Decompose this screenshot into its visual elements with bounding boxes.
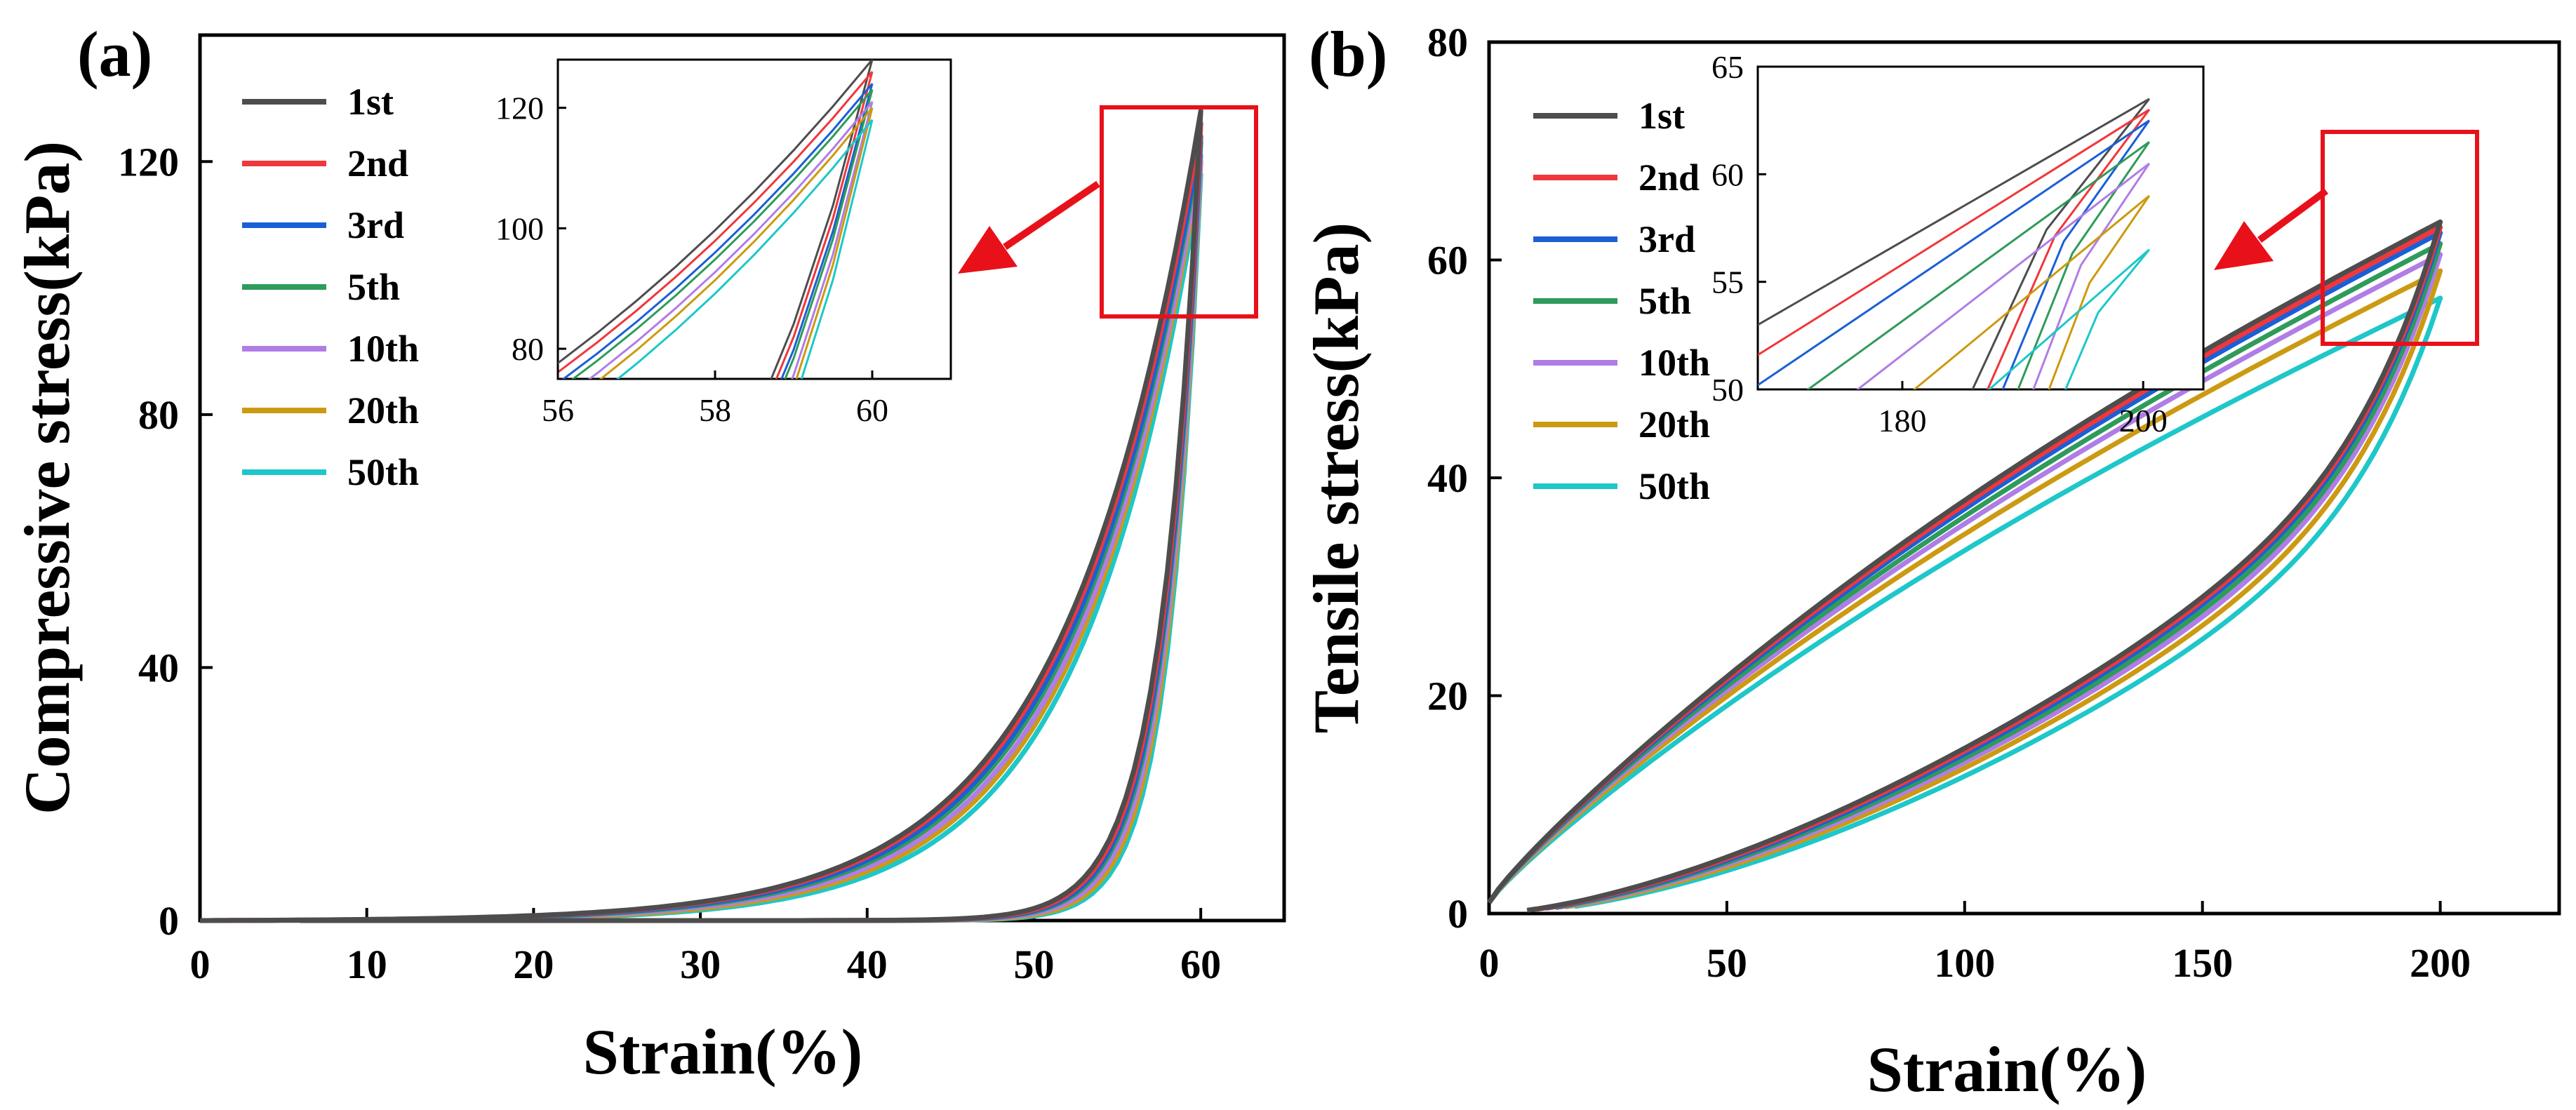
- x-tick-label: 200: [2119, 403, 2168, 439]
- series-line-20th: [1487, 268, 2443, 910]
- x-tick-label: 10: [347, 942, 387, 987]
- y-tick-label: 50: [1711, 372, 1744, 408]
- y-tick-label: 100: [495, 210, 544, 246]
- inset-series-line-10th: [587, 101, 874, 379]
- series-line-5th: [1487, 241, 2443, 910]
- y-tick-label: 80: [138, 392, 179, 438]
- x-tick-label: 50: [1707, 940, 1747, 986]
- x-tick-label: 56: [542, 392, 574, 428]
- x-tick-label: 0: [1479, 940, 1500, 986]
- panel-a-arrow: [958, 180, 1100, 274]
- legend-label: 10th: [347, 328, 419, 370]
- inset-series-line-20th: [1912, 194, 2151, 389]
- y-tick-label: 55: [1711, 265, 1744, 300]
- x-tick-label: 58: [699, 392, 731, 428]
- panel-a: (a) 0 10 20 30 40 50 60 0 40 80 120 Strain(%) Com…: [11, 18, 1286, 1088]
- series-line-1st: [200, 108, 1203, 923]
- panel-a-legend: 1st 2nd 3rd 5th 10th 20th 50th: [242, 81, 419, 493]
- x-tick-label: 60: [1180, 942, 1221, 987]
- x-tick-label: 150: [2172, 940, 2233, 986]
- y-tick-label: 0: [1448, 891, 1468, 937]
- panel-a-label: (a): [77, 18, 152, 90]
- legend-label: 2nd: [347, 142, 408, 185]
- legend-label: 1st: [1639, 95, 1685, 137]
- x-tick-label: 40: [847, 942, 888, 987]
- y-tick-label: 0: [159, 898, 179, 944]
- panel-b-curves: [1487, 219, 2443, 913]
- panel-b-y-ticks: 0 20 40 60 80: [1427, 20, 1502, 937]
- legend-label: 10th: [1639, 342, 1710, 384]
- panel-a-inset-curves: [558, 60, 874, 379]
- panel-a-y-ticks: 0 40 80 120: [118, 139, 213, 944]
- panel-b-legend: 1st 2nd 3rd 5th 10th 20th 50th: [1533, 95, 1710, 507]
- inset-series-line-50th: [1987, 248, 2150, 389]
- legend-label: 5th: [1639, 280, 1691, 322]
- x-tick-label: 200: [2410, 940, 2471, 986]
- inset-series-line-1st: [558, 60, 874, 379]
- y-tick-label: 60: [1427, 238, 1468, 283]
- x-tick-label: 50: [1013, 942, 1054, 987]
- panel-b-arrow: [2214, 187, 2328, 270]
- legend-label: 5th: [347, 266, 400, 308]
- y-tick-label: 40: [138, 645, 179, 690]
- panel-a-curves: [200, 108, 1203, 923]
- inset-series-line-20th: [599, 107, 874, 379]
- legend-label: 1st: [347, 81, 394, 123]
- y-tick-label: 120: [118, 139, 179, 185]
- panel-b-x-axis-title: Strain(%): [1867, 1034, 2147, 1105]
- legend-label: 50th: [1639, 465, 1710, 507]
- inset-series-line-5th: [571, 88, 874, 379]
- panel-b: (b) 0 50 100 150 200 0 20 40 60 80 Strain(%) Ten…: [1300, 18, 2561, 1105]
- x-tick-label: 60: [856, 392, 888, 428]
- inset-series-line-5th: [1806, 141, 2151, 389]
- y-tick-label: 60: [1711, 156, 1744, 192]
- legend-label: 20th: [347, 389, 419, 432]
- panel-b-inset-ticks: 180 200 50 55 60 65: [1711, 49, 2168, 439]
- panel-a-inset-frame: [556, 58, 952, 380]
- x-tick-label: 100: [1934, 940, 1995, 986]
- legend-label: 50th: [347, 451, 419, 493]
- inset-series-line-10th: [1855, 162, 2151, 389]
- x-tick-label: 20: [513, 942, 554, 987]
- legend-label: 3rd: [347, 204, 404, 246]
- legend-label: 3rd: [1639, 218, 1695, 260]
- panel-a-y-axis-title: Compressive stress(kPa): [11, 141, 83, 815]
- inset-series-line-1st: [1758, 98, 2150, 389]
- inset-series-line-3rd: [1758, 119, 2151, 389]
- inset-series-line-50th: [616, 119, 874, 379]
- x-tick-label: 0: [190, 942, 211, 987]
- panel-b-inset: 180 200 50 55 60 65: [1711, 49, 2205, 439]
- legend-label: 2nd: [1639, 156, 1700, 199]
- panel-b-x-ticks: 0 50 100 150 200: [1479, 901, 2471, 986]
- series-line-1st: [1487, 219, 2443, 913]
- series-line-50th: [1487, 295, 2443, 909]
- x-tick-label: 30: [680, 942, 721, 987]
- panel-a-inset-ticks: 56 58 60 80 100 120: [495, 91, 888, 428]
- inset-series-line-2nd: [1758, 109, 2151, 389]
- x-tick-label: 180: [1878, 403, 1926, 439]
- panel-a-zoom-box: [1100, 105, 1258, 319]
- panel-b-label: (b): [1309, 18, 1387, 90]
- y-tick-label: 65: [1711, 49, 1744, 85]
- panel-b-zoom-box: [2321, 130, 2479, 346]
- y-tick-label: 80: [512, 331, 544, 367]
- y-tick-label: 120: [495, 91, 544, 126]
- panel-a-x-ticks: 0 10 20 30 40 50 60: [190, 908, 1221, 987]
- panel-b-inset-curves: [1758, 98, 2151, 389]
- y-tick-label: 20: [1427, 674, 1468, 719]
- series-line-10th: [1487, 252, 2443, 911]
- y-tick-label: 80: [1427, 20, 1468, 65]
- panel-a-x-axis-title: Strain(%): [583, 1016, 863, 1088]
- y-tick-label: 40: [1427, 455, 1468, 501]
- panel-a-inset: 56 58 60 80 100 120: [495, 58, 952, 428]
- panel-b-y-axis-title: Tensile stress(kPa): [1300, 222, 1372, 733]
- legend-label: 20th: [1639, 403, 1710, 446]
